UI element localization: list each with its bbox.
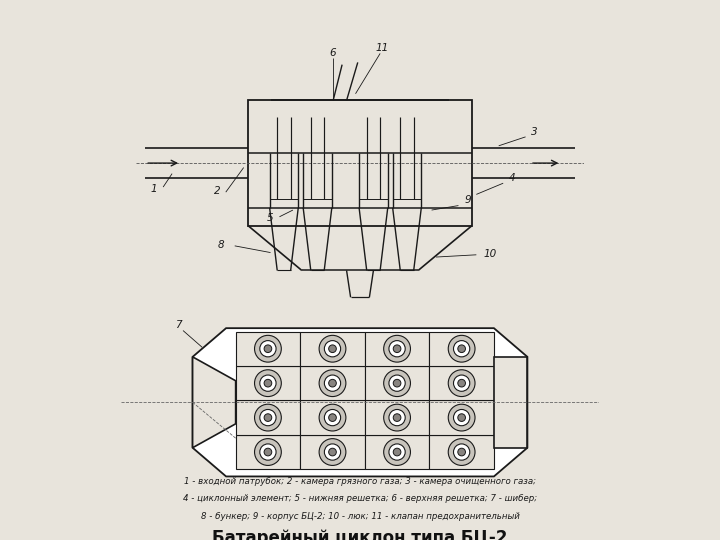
Text: 1 - входной патрубок; 2 - камера грязного газа; 3 - камера очищенного газа;: 1 - входной патрубок; 2 - камера грязног…	[184, 477, 536, 486]
Circle shape	[264, 448, 271, 456]
Bar	[300, 400, 365, 435]
Circle shape	[255, 404, 282, 431]
Bar	[248, 100, 472, 226]
Bar	[429, 332, 494, 366]
Circle shape	[264, 345, 271, 353]
Circle shape	[319, 370, 346, 396]
Circle shape	[449, 404, 475, 431]
Circle shape	[454, 444, 469, 460]
Bar	[300, 435, 365, 469]
Circle shape	[325, 375, 341, 391]
Bar	[365, 332, 429, 366]
Text: 7: 7	[175, 320, 181, 330]
Circle shape	[384, 370, 410, 396]
Circle shape	[393, 345, 401, 353]
Text: 8 - бункер; 9 - корпус БЦ-2; 10 - люк; 11 - клапан предохранительный: 8 - бункер; 9 - корпус БЦ-2; 10 - люк; 1…	[201, 512, 519, 521]
Circle shape	[260, 341, 276, 357]
Circle shape	[255, 335, 282, 362]
Text: 2: 2	[214, 186, 220, 197]
Bar	[235, 435, 300, 469]
Text: Батарейный циклон типа БЦ-2: Батарейный циклон типа БЦ-2	[212, 529, 508, 540]
Circle shape	[384, 404, 410, 431]
Bar	[235, 332, 300, 366]
Text: 3: 3	[531, 126, 538, 137]
Circle shape	[319, 404, 346, 431]
Circle shape	[389, 409, 405, 426]
Circle shape	[458, 448, 465, 456]
Text: 5: 5	[267, 213, 274, 223]
Circle shape	[449, 370, 475, 396]
Text: 6: 6	[330, 48, 336, 58]
Bar	[429, 435, 494, 469]
Polygon shape	[494, 357, 528, 448]
Circle shape	[260, 375, 276, 391]
Text: 1: 1	[151, 184, 158, 193]
Circle shape	[458, 379, 465, 387]
Text: 10: 10	[483, 249, 496, 259]
Circle shape	[319, 438, 346, 465]
Bar	[365, 435, 429, 469]
Circle shape	[319, 335, 346, 362]
Text: 4: 4	[509, 173, 516, 183]
Circle shape	[389, 341, 405, 357]
Circle shape	[325, 444, 341, 460]
Circle shape	[325, 341, 341, 357]
Circle shape	[454, 341, 469, 357]
Circle shape	[393, 379, 401, 387]
Circle shape	[260, 409, 276, 426]
Circle shape	[328, 379, 336, 387]
Circle shape	[328, 414, 336, 421]
Circle shape	[255, 370, 282, 396]
Circle shape	[384, 335, 410, 362]
Circle shape	[458, 345, 465, 353]
Bar	[300, 366, 365, 400]
Polygon shape	[192, 357, 235, 448]
Circle shape	[393, 414, 401, 421]
Text: 4 - циклонный элемент; 5 - нижняя решетка; 6 - верхняя решетка; 7 - шибер;: 4 - циклонный элемент; 5 - нижняя решетк…	[183, 495, 537, 503]
Circle shape	[449, 335, 475, 362]
Circle shape	[393, 448, 401, 456]
Bar	[365, 366, 429, 400]
Circle shape	[328, 448, 336, 456]
Bar	[365, 400, 429, 435]
Circle shape	[449, 438, 475, 465]
Bar	[235, 400, 300, 435]
Circle shape	[264, 414, 271, 421]
Circle shape	[260, 444, 276, 460]
Bar	[429, 366, 494, 400]
Circle shape	[328, 345, 336, 353]
Text: 8: 8	[218, 240, 225, 250]
Bar	[429, 400, 494, 435]
Bar	[235, 366, 300, 400]
Text: 9: 9	[464, 195, 471, 205]
Circle shape	[389, 375, 405, 391]
Circle shape	[454, 375, 469, 391]
Circle shape	[255, 438, 282, 465]
Circle shape	[389, 444, 405, 460]
Bar	[300, 332, 365, 366]
Polygon shape	[192, 328, 528, 476]
Circle shape	[384, 438, 410, 465]
Circle shape	[264, 379, 271, 387]
Circle shape	[454, 409, 469, 426]
Text: 11: 11	[376, 43, 389, 53]
Circle shape	[458, 414, 465, 421]
Circle shape	[325, 409, 341, 426]
